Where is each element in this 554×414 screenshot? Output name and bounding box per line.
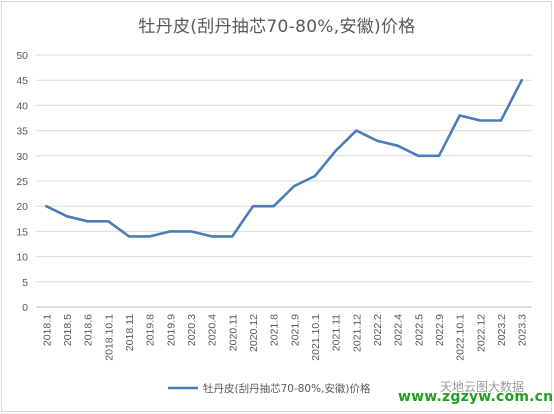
x-tick-label: 2018.6: [83, 314, 95, 346]
data-point: [189, 230, 193, 233]
data-point: [375, 139, 379, 142]
y-tick-label: 40: [16, 100, 28, 112]
data-point: [313, 174, 317, 178]
data-point: [334, 149, 337, 152]
data-point: [499, 119, 503, 122]
data-point: [127, 235, 131, 238]
x-tick-label: 2020.3: [186, 314, 198, 346]
y-tick-label: 15: [16, 226, 28, 238]
x-tick-label: 2021.8: [269, 314, 281, 346]
data-point: [86, 220, 89, 223]
x-tick-label: 2023.3: [517, 314, 529, 346]
series-group: [44, 78, 524, 238]
y-tick-label: 30: [16, 151, 28, 163]
x-tick-label: 2019.8: [145, 314, 157, 346]
x-tick-label: 2018.5: [62, 314, 74, 346]
watermark-url: www.zgzyw.com.cn: [398, 389, 554, 405]
data-point: [458, 114, 461, 117]
y-tick-label: 5: [22, 277, 28, 289]
data-point: [169, 230, 172, 233]
y-tick-label: 10: [16, 252, 28, 264]
x-tick-label: 2021.10.1: [310, 314, 322, 361]
y-axis-ticks: 0 5 10 15 20 25 30 35 40 45 50: [16, 50, 28, 314]
data-point: [231, 235, 234, 238]
x-tick-label: 2022.9: [434, 314, 446, 346]
legend: 牡丹皮(刮丹抽芯70-80%,安徽)价格: [168, 382, 371, 395]
x-tick-label: 2022.5: [413, 314, 425, 346]
x-tick-label: 2021.12: [351, 314, 363, 352]
x-tick-label: 2020.11: [227, 314, 239, 351]
chart-title: 牡丹皮(刮丹抽芯70-80%,安徽)价格: [138, 17, 416, 37]
x-tick-label: 2018.11: [124, 314, 136, 351]
gridlines: [36, 54, 532, 308]
data-point: [148, 235, 151, 238]
data-point: [437, 154, 441, 157]
series-line: [44, 78, 524, 238]
x-tick-label: 2018.1: [41, 314, 53, 346]
y-tick-label: 25: [16, 176, 28, 188]
x-axis-ticks: 2018.1 2018.5 2018.6 2018.10.1 2018.11 2019.8…: [41, 314, 528, 361]
x-tick-label: 2022.10.1: [455, 314, 467, 361]
y-tick-label: 0: [22, 302, 28, 314]
x-tick-label: 2020.12: [248, 314, 260, 352]
data-point: [355, 129, 358, 132]
data-point: [272, 205, 275, 208]
y-tick-label: 35: [16, 126, 28, 138]
watermark-brand: 天地云图大数据: [440, 380, 525, 394]
x-tick-label: 2022.2: [372, 314, 384, 346]
x-tick-label: 2023.2: [496, 314, 508, 346]
data-point: [479, 119, 482, 122]
data-point: [107, 220, 110, 223]
x-tick-label: 2022.4: [393, 314, 405, 346]
x-tick-label: 2020.4: [207, 314, 219, 346]
data-point: [396, 144, 399, 147]
y-tick-label: 45: [16, 75, 28, 87]
y-tick-label: 20: [16, 201, 28, 213]
x-tick-label: 2022.12: [475, 314, 487, 352]
x-tick-label: 2021.9: [289, 314, 301, 346]
data-point: [251, 205, 255, 208]
data-point: [293, 184, 296, 188]
x-tick-label: 2019.9: [165, 314, 177, 346]
data-point: [417, 154, 420, 157]
data-point: [65, 215, 69, 218]
legend-label: 牡丹皮(刮丹抽芯70-80%,安徽)价格: [203, 382, 371, 395]
x-tick-label: 2021.11: [331, 314, 343, 351]
y-tick-label: 50: [16, 50, 28, 62]
data-point: [210, 235, 213, 238]
data-point: [520, 79, 523, 82]
data-point: [45, 205, 48, 208]
x-tick-label: 2018.10.1: [103, 314, 115, 361]
